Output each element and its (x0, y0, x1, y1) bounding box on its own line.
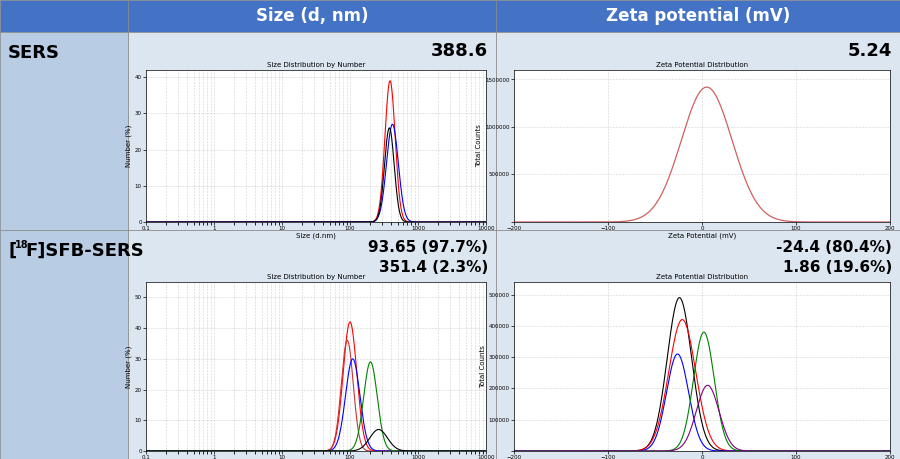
Text: -24.4 (80.4%): -24.4 (80.4%) (776, 240, 892, 255)
Text: 388.6: 388.6 (431, 42, 488, 60)
Y-axis label: Total Counts: Total Counts (477, 124, 482, 168)
Bar (496, 32, 900, 230)
Title: Size Distribution by Number: Size Distribution by Number (266, 274, 365, 280)
X-axis label: Size (d.nm): Size (d.nm) (296, 233, 336, 239)
Bar (496, 0, 900, 32)
Title: Zeta Potential Distribution: Zeta Potential Distribution (656, 62, 748, 68)
Text: F]SFB-SERS: F]SFB-SERS (25, 242, 144, 260)
Text: 93.65 (97.7%): 93.65 (97.7%) (368, 240, 488, 255)
Bar (496, 230, 900, 459)
Bar (0, 32, 128, 230)
Y-axis label: Total Counts: Total Counts (480, 345, 486, 388)
Text: 5.24: 5.24 (848, 42, 892, 60)
Text: SERS: SERS (8, 44, 60, 62)
Y-axis label: Number (%): Number (%) (126, 125, 132, 167)
Y-axis label: Number (%): Number (%) (126, 345, 132, 388)
Bar (0, 0, 128, 32)
Text: [: [ (8, 242, 16, 260)
Text: 351.4 (2.3%): 351.4 (2.3%) (379, 260, 488, 275)
Bar (0, 230, 128, 459)
Text: Zeta potential (mV): Zeta potential (mV) (606, 7, 790, 25)
Text: 1.86 (19.6%): 1.86 (19.6%) (783, 260, 892, 275)
Text: 18: 18 (15, 240, 29, 250)
X-axis label: Zeta Potential (mV): Zeta Potential (mV) (668, 233, 736, 239)
Title: Zeta Potential Distribution: Zeta Potential Distribution (656, 274, 748, 280)
Text: Size (d, nm): Size (d, nm) (256, 7, 368, 25)
Bar (128, 0, 496, 32)
Bar (128, 230, 496, 459)
Bar (128, 32, 496, 230)
Title: Size Distribution by Number: Size Distribution by Number (266, 62, 365, 68)
